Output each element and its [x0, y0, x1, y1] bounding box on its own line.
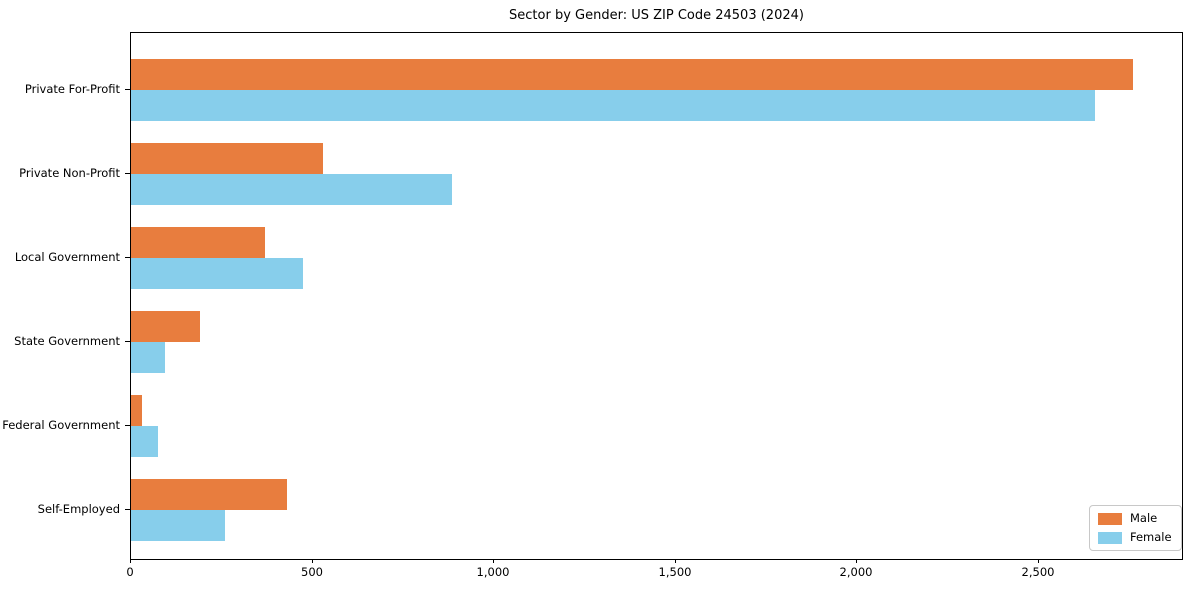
- plot-area: [130, 32, 1183, 560]
- bar-male-state-government: [131, 311, 200, 342]
- x-tick-mark: [1038, 559, 1039, 563]
- chart-title: Sector by Gender: US ZIP Code 24503 (202…: [509, 8, 804, 23]
- legend: Male Female: [1089, 505, 1182, 551]
- x-tick-label: 1,500: [658, 565, 692, 579]
- legend-item-female: Female: [1098, 531, 1172, 544]
- x-tick-label: 500: [301, 565, 323, 579]
- bar-male-private-for-profit: [131, 59, 1133, 90]
- bar-male-self-employed: [131, 479, 287, 510]
- legend-swatch-male: [1098, 512, 1122, 525]
- y-tick-label: Private Non-Profit: [19, 166, 120, 180]
- bar-male-federal-government: [131, 395, 142, 426]
- y-tick-label: Local Government: [14, 250, 120, 264]
- bar-female-private-for-profit: [131, 90, 1095, 121]
- y-tick-label: Self-Employed: [37, 502, 120, 516]
- bar-female-federal-government: [131, 426, 158, 457]
- legend-label-male: Male: [1130, 511, 1158, 525]
- x-tick-mark: [130, 559, 131, 563]
- bar-female-state-government: [131, 342, 165, 373]
- y-tick-label: Federal Government: [2, 418, 120, 432]
- x-tick-mark: [493, 559, 494, 563]
- legend-swatch-female: [1098, 531, 1122, 544]
- y-tick-mark: [125, 425, 130, 426]
- y-tick-mark: [125, 257, 130, 258]
- y-tick-label: State Government: [14, 334, 120, 348]
- y-tick-mark: [125, 509, 130, 510]
- bar-male-private-non-profit: [131, 143, 323, 174]
- x-tick-label: 2,000: [839, 565, 873, 579]
- legend-item-male: Male: [1098, 512, 1172, 525]
- legend-label-female: Female: [1130, 530, 1172, 544]
- bar-male-local-government: [131, 227, 265, 258]
- x-tick-label: 2,500: [1021, 565, 1055, 579]
- x-tick-mark: [312, 559, 313, 563]
- bar-female-self-employed: [131, 510, 225, 541]
- y-tick-mark: [125, 341, 130, 342]
- x-tick-label: 0: [126, 565, 134, 579]
- x-tick-label: 1,000: [476, 565, 510, 579]
- bar-female-local-government: [131, 258, 303, 289]
- y-tick-label: Private For-Profit: [24, 82, 120, 96]
- x-tick-mark: [675, 559, 676, 563]
- y-tick-mark: [125, 89, 130, 90]
- bar-female-private-non-profit: [131, 174, 452, 205]
- x-tick-mark: [856, 559, 857, 563]
- y-tick-mark: [125, 173, 130, 174]
